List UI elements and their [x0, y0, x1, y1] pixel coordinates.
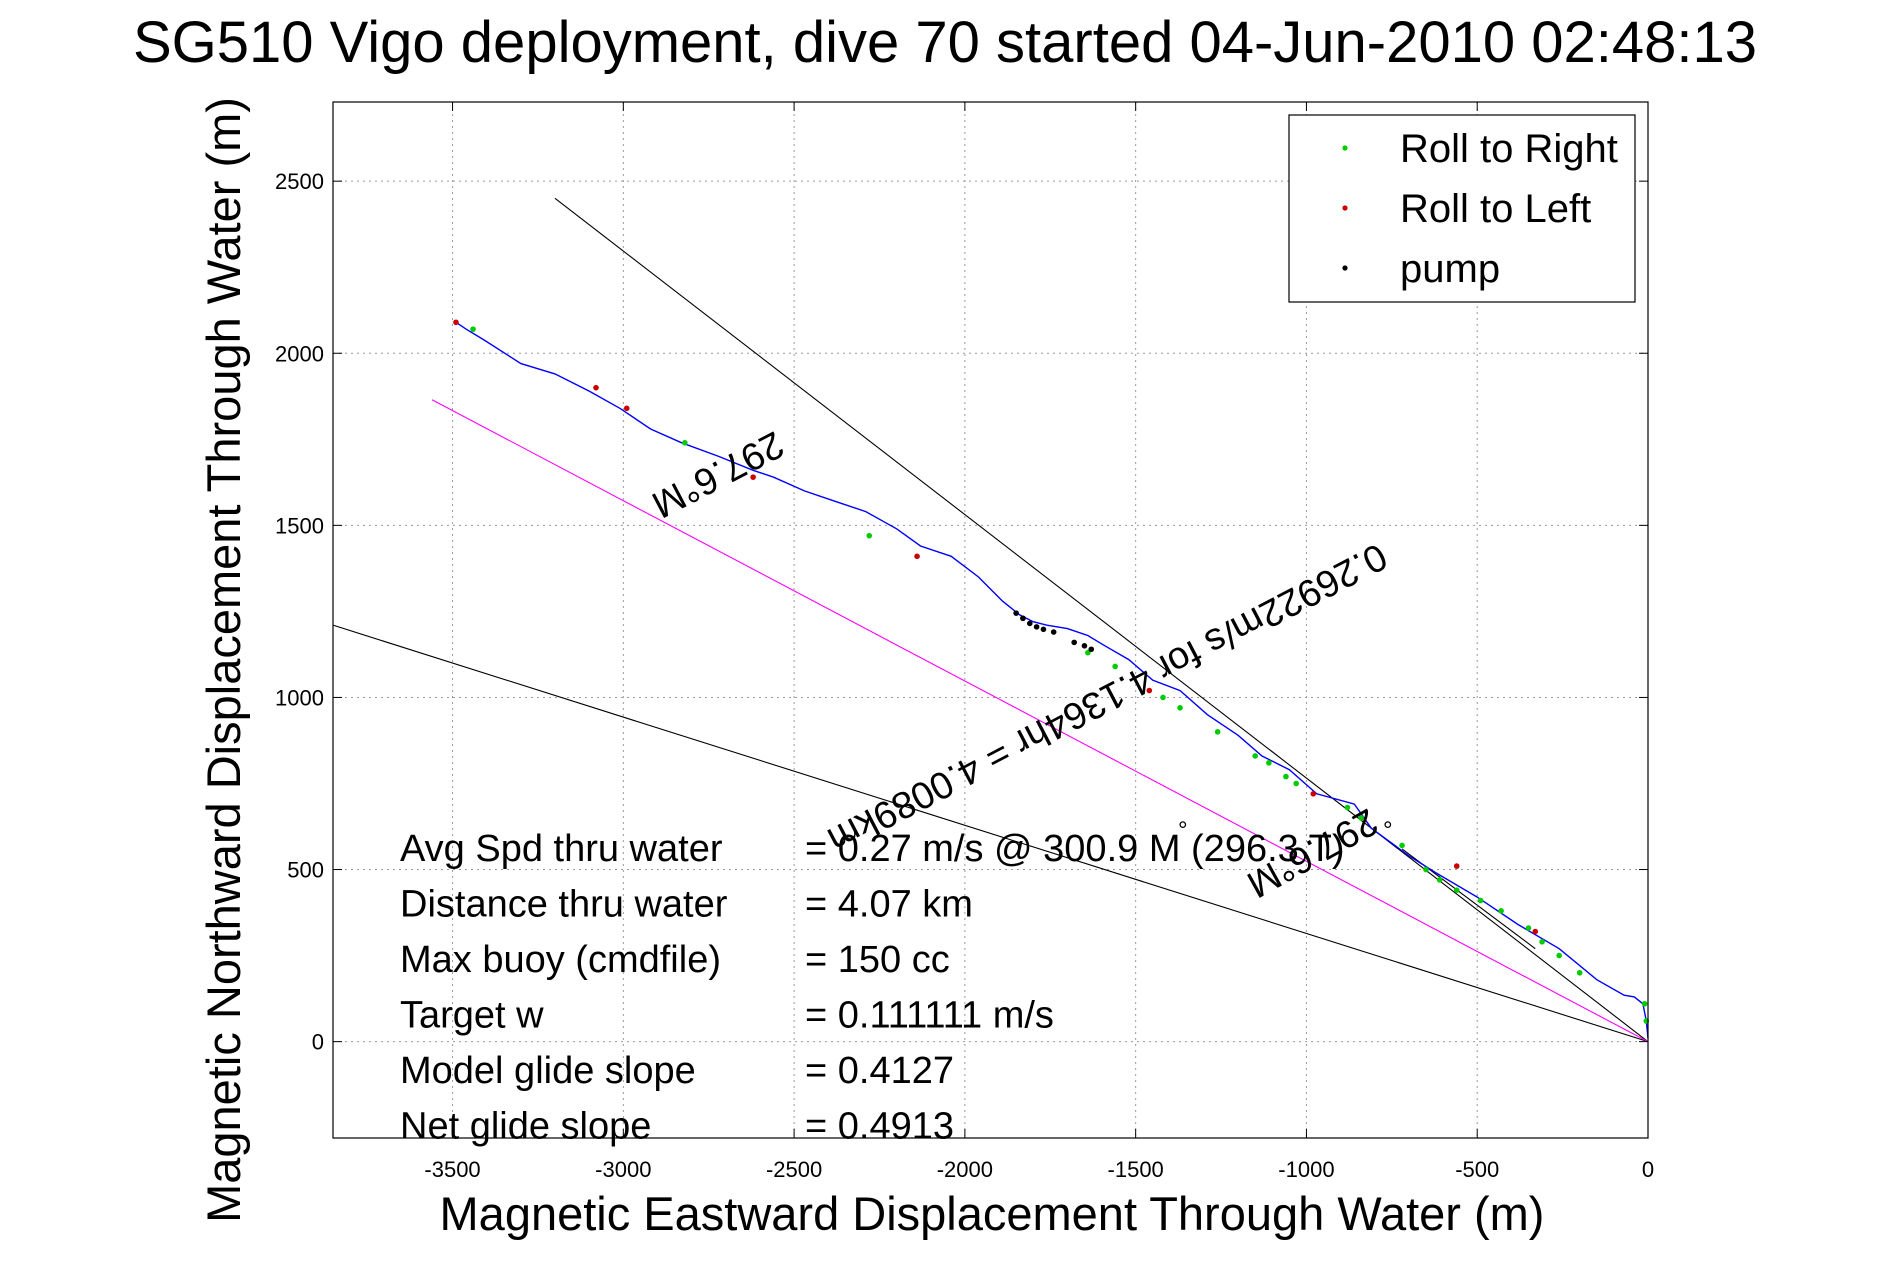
legend-label: pump — [1400, 247, 1500, 291]
legend-marker — [1342, 265, 1348, 271]
stat-value: = 150 cc — [805, 939, 950, 981]
plot-frame — [332, 101, 1649, 1139]
pump-point — [1013, 610, 1019, 616]
stat-label: Model glide slope — [400, 1050, 696, 1092]
reference-line-2 — [431, 399, 1649, 1043]
legend: Roll to Right Roll to Left pump — [1288, 114, 1636, 303]
y-tick-label: 2000 — [275, 341, 324, 366]
stat-label: Max buoy (cmdfile) — [400, 939, 721, 981]
roll-right-point — [682, 439, 688, 446]
stats-block: Avg Spd thru water = 0.27 m/s @ 300.9 M (… — [400, 817, 1393, 1148]
roll-right-point — [1252, 753, 1259, 759]
roll-right-point — [470, 326, 476, 332]
stat-value: = 4.07 km — [805, 884, 973, 926]
roll-left-point — [1310, 791, 1317, 797]
stat-degree-symbol: ° — [1383, 817, 1393, 844]
stat-label: Target w — [400, 995, 544, 1037]
roll-right-point — [1399, 842, 1405, 849]
roll-right-point — [1160, 694, 1166, 701]
roll-right-point — [1641, 1000, 1648, 1007]
roll-left-point — [593, 384, 599, 391]
roll-right-point — [1498, 908, 1504, 914]
reference-line-1 — [332, 624, 1649, 1043]
roll-right-point — [1576, 969, 1583, 976]
roll-right-point — [1525, 925, 1532, 931]
roll-right-point — [1283, 773, 1289, 780]
pump-point — [1020, 615, 1026, 622]
x-tick-label: 0 — [1642, 1157, 1654, 1182]
chart-title: SG510 Vigo deployment, dive 70 started 0… — [133, 10, 1757, 75]
x-tick-label: -1500 — [1108, 1157, 1164, 1182]
x-tick-label: -1000 — [1278, 1157, 1334, 1182]
stat-label: Distance thru water — [400, 884, 728, 926]
roll-right-point — [1266, 760, 1272, 766]
track-line-0 — [455, 321, 1649, 1039]
roll-right-point — [1177, 704, 1183, 711]
roll-right-point — [1085, 649, 1091, 656]
roll-left-point — [914, 553, 920, 560]
y-tick-label: 1000 — [275, 685, 324, 710]
x-tick-label: -2500 — [766, 1157, 822, 1182]
roll-left-point — [1453, 863, 1460, 869]
x-axis-label: Magnetic Eastward Displacement Through W… — [440, 1187, 1545, 1240]
pump-point — [1081, 643, 1088, 649]
roll-right-point — [866, 532, 873, 539]
roll-left-point — [623, 405, 630, 412]
roll-left-point — [453, 319, 459, 326]
y-axis-label: Magnetic Northward Displacement Through … — [197, 97, 250, 1223]
legend-label: Roll to Left — [1400, 187, 1591, 231]
reference-lines — [332, 197, 1649, 1043]
y-tick-label: 500 — [287, 858, 324, 883]
roll-right-point — [1436, 877, 1443, 883]
x-tick-label: -500 — [1455, 1157, 1499, 1182]
roll-right-point — [1112, 663, 1118, 670]
legend-marker — [1342, 145, 1348, 151]
axis-ticks: -3500 -3000 -2500 -2000 -1500 -1000 -500 0 0 500 1… — [275, 102, 1654, 1182]
roll-right-point — [1539, 939, 1545, 945]
legend-marker — [1342, 205, 1348, 211]
stat-value: = 0.4127 — [805, 1050, 954, 1092]
roll-right-point — [1214, 729, 1221, 735]
stat-label: Avg Spd thru water — [400, 828, 723, 870]
series-layer — [455, 321, 1649, 1039]
roll-left-point — [750, 474, 756, 480]
roll-right-point — [1293, 780, 1299, 787]
reference-line-0 — [554, 197, 1649, 1043]
x-tick-label: -2000 — [937, 1157, 993, 1182]
roll-right-point — [1477, 897, 1484, 904]
marker-points — [453, 319, 1650, 1024]
stat-degree-symbol: ° — [1178, 817, 1188, 844]
roll-right-point — [1344, 804, 1351, 811]
pump-point — [1050, 629, 1057, 635]
stat-value: = 0.4913 — [805, 1106, 954, 1148]
pump-point — [1071, 639, 1077, 646]
stat-value: = 0.111111 m/s — [805, 995, 1054, 1037]
stat-label: Net glide slope — [400, 1106, 651, 1148]
x-tick-label: -3500 — [424, 1157, 480, 1182]
roll-right-point — [1423, 866, 1429, 873]
y-tick-label: 2500 — [275, 169, 324, 194]
pump-point — [1088, 646, 1095, 653]
y-tick-label: 0 — [312, 1030, 324, 1055]
pump-point — [1026, 620, 1033, 627]
x-tick-label: -3000 — [595, 1157, 651, 1182]
roll-right-point — [1453, 887, 1460, 893]
roll-right-point — [1358, 815, 1364, 821]
legend-label: Roll to Right — [1400, 127, 1618, 171]
stat-value: = 0.27 m/s @ 300.9 M (296.3 T) — [805, 828, 1345, 870]
roll-right-point — [1556, 952, 1562, 959]
pump-point — [1040, 626, 1047, 633]
pump-point — [1033, 624, 1040, 630]
roll-left-point — [1146, 687, 1153, 694]
y-tick-label: 1500 — [275, 513, 324, 538]
roll-left-point — [1532, 928, 1539, 935]
